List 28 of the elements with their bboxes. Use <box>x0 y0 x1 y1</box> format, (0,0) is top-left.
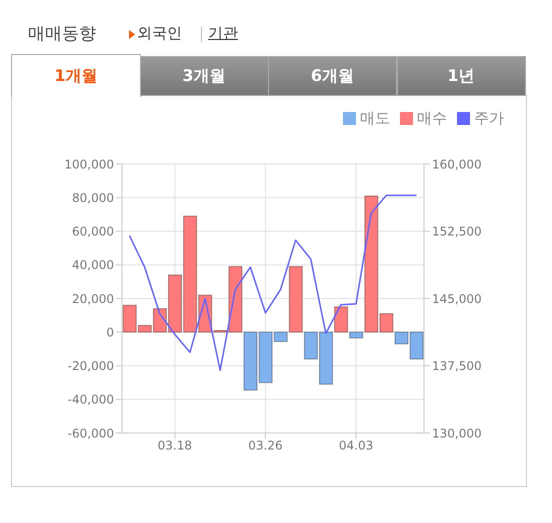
y2-tick-label: 130,000 <box>432 426 482 440</box>
text: 6개월 <box>268 56 397 96</box>
text: 3개월 <box>140 56 268 96</box>
y-tick-label: 20,000 <box>72 292 114 306</box>
chart-title: 매매동향 <box>28 23 96 45</box>
y-tick-label: -60,000 <box>68 426 114 440</box>
x-tick-label: 03.18 <box>158 438 192 453</box>
y-tick-label: 80,000 <box>72 190 114 205</box>
text: 1개월 <box>11 54 141 97</box>
y-tick-label: 100,000 <box>64 157 114 172</box>
y-tick-label: 0 <box>106 325 114 340</box>
text: 1년 <box>396 56 526 96</box>
legend-label: 매도 <box>360 109 390 127</box>
y-tick-label: -20,000 <box>68 359 114 374</box>
legend-label: 주가 <box>474 109 504 127</box>
y2-tick-label: 152,500 <box>432 224 482 239</box>
x-tick-label: 04.03 <box>338 438 374 453</box>
y2-tick-label: 145,000 <box>432 292 482 306</box>
legend-label: 매수 <box>417 109 447 127</box>
y2-tick-label: 160,000 <box>432 157 482 172</box>
y-tick-label: 40,000 <box>72 258 114 272</box>
y2-tick-label: 137,500 <box>432 359 482 374</box>
y-tick-label: -40,000 <box>68 392 114 407</box>
text: 기관 <box>208 24 238 43</box>
y-tick-label: 60,000 <box>72 224 114 239</box>
text: 외국인 <box>137 24 182 43</box>
x-tick-label: 03.26 <box>248 438 283 453</box>
line-series <box>128 194 418 371</box>
